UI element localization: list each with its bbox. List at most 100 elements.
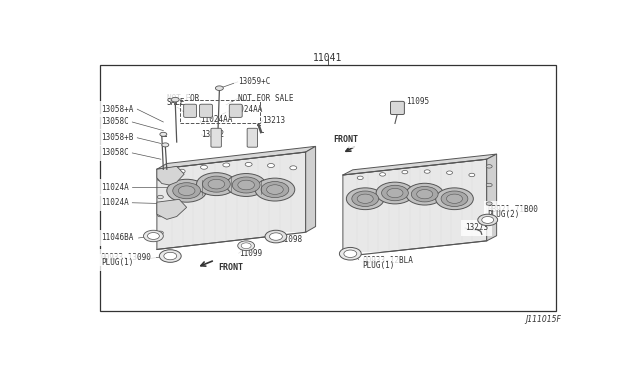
Circle shape — [269, 233, 282, 240]
Circle shape — [412, 186, 438, 202]
Circle shape — [164, 252, 177, 260]
Circle shape — [167, 179, 207, 202]
Circle shape — [417, 189, 433, 199]
Text: 11095: 11095 — [406, 97, 429, 106]
Text: 00933-12BLA: 00933-12BLA — [363, 256, 413, 265]
Circle shape — [486, 165, 492, 168]
Circle shape — [268, 164, 275, 167]
Circle shape — [216, 86, 223, 90]
Circle shape — [478, 214, 498, 226]
Polygon shape — [343, 159, 486, 257]
FancyBboxPatch shape — [184, 104, 196, 118]
Circle shape — [290, 166, 297, 170]
Circle shape — [223, 163, 230, 167]
Text: PLUG(2): PLUG(2) — [488, 210, 520, 219]
Text: 13058+A: 13058+A — [101, 105, 133, 113]
Circle shape — [178, 169, 185, 173]
Text: 13059+C: 13059+C — [237, 77, 270, 86]
Circle shape — [486, 202, 492, 205]
Circle shape — [241, 243, 251, 248]
Circle shape — [157, 231, 163, 235]
Circle shape — [357, 176, 364, 180]
Circle shape — [436, 188, 474, 210]
FancyBboxPatch shape — [211, 128, 221, 147]
Circle shape — [352, 191, 379, 206]
FancyBboxPatch shape — [229, 104, 242, 118]
Circle shape — [196, 173, 236, 196]
Circle shape — [406, 183, 444, 205]
Circle shape — [387, 188, 403, 198]
Circle shape — [381, 185, 408, 201]
Circle shape — [380, 173, 385, 176]
Text: 13058C: 13058C — [101, 118, 129, 126]
Circle shape — [143, 230, 163, 242]
Text: 13273: 13273 — [465, 224, 488, 232]
Circle shape — [162, 143, 169, 147]
Text: NOT FOR: NOT FOR — [167, 94, 199, 103]
Text: 11024AA: 11024AA — [200, 115, 232, 124]
Text: 11041: 11041 — [314, 52, 342, 62]
Text: J111015F: J111015F — [525, 315, 561, 324]
Text: NOT FOR SALE: NOT FOR SALE — [237, 94, 293, 103]
Polygon shape — [157, 166, 184, 185]
Text: 13212: 13212 — [202, 130, 225, 140]
Text: FRONT: FRONT — [218, 263, 243, 272]
Circle shape — [245, 162, 252, 166]
FancyBboxPatch shape — [247, 128, 257, 147]
Circle shape — [147, 232, 159, 240]
Text: 11024AA: 11024AA — [230, 105, 262, 115]
Circle shape — [157, 177, 163, 181]
Circle shape — [159, 250, 181, 262]
Circle shape — [237, 241, 255, 251]
Text: 11024A: 11024A — [101, 183, 129, 192]
Circle shape — [173, 183, 200, 199]
Circle shape — [179, 186, 195, 196]
Polygon shape — [157, 152, 306, 250]
Bar — [100, 65, 556, 311]
Circle shape — [200, 165, 207, 169]
Circle shape — [208, 179, 225, 189]
Text: 13058+B: 13058+B — [101, 133, 133, 142]
Circle shape — [339, 247, 361, 260]
Text: 13213: 13213 — [262, 116, 285, 125]
Text: 0B921-71B00: 0B921-71B00 — [488, 205, 539, 214]
Circle shape — [265, 230, 287, 243]
Circle shape — [346, 188, 384, 210]
Circle shape — [486, 221, 492, 224]
Circle shape — [441, 191, 468, 206]
Text: 11024A: 11024A — [101, 198, 129, 207]
Text: PLUG(1): PLUG(1) — [363, 261, 395, 270]
Text: PLUG(1): PLUG(1) — [101, 258, 133, 267]
Text: 11046BA: 11046BA — [101, 234, 133, 243]
Circle shape — [267, 185, 284, 195]
Polygon shape — [157, 146, 316, 169]
Text: SALE: SALE — [167, 98, 186, 107]
Circle shape — [402, 170, 408, 174]
Text: 11099: 11099 — [239, 248, 262, 258]
Text: FRONT: FRONT — [333, 135, 358, 144]
Circle shape — [202, 176, 230, 192]
Circle shape — [469, 173, 475, 177]
Polygon shape — [157, 199, 187, 219]
Circle shape — [376, 182, 414, 204]
Polygon shape — [306, 146, 316, 232]
Circle shape — [447, 171, 452, 174]
Circle shape — [157, 214, 163, 217]
Circle shape — [232, 177, 260, 193]
Circle shape — [344, 250, 356, 257]
FancyBboxPatch shape — [390, 101, 404, 115]
Circle shape — [261, 182, 289, 198]
Circle shape — [482, 217, 493, 223]
Circle shape — [157, 195, 163, 199]
Circle shape — [238, 180, 255, 190]
Text: 13058C: 13058C — [101, 148, 129, 157]
Circle shape — [255, 178, 295, 201]
Circle shape — [447, 194, 463, 203]
FancyBboxPatch shape — [200, 104, 212, 118]
Text: 11098: 11098 — [280, 235, 303, 244]
Text: 00933-13090: 00933-13090 — [101, 253, 152, 262]
Circle shape — [227, 173, 266, 196]
Circle shape — [172, 97, 179, 102]
Circle shape — [357, 194, 373, 203]
Circle shape — [160, 132, 167, 136]
